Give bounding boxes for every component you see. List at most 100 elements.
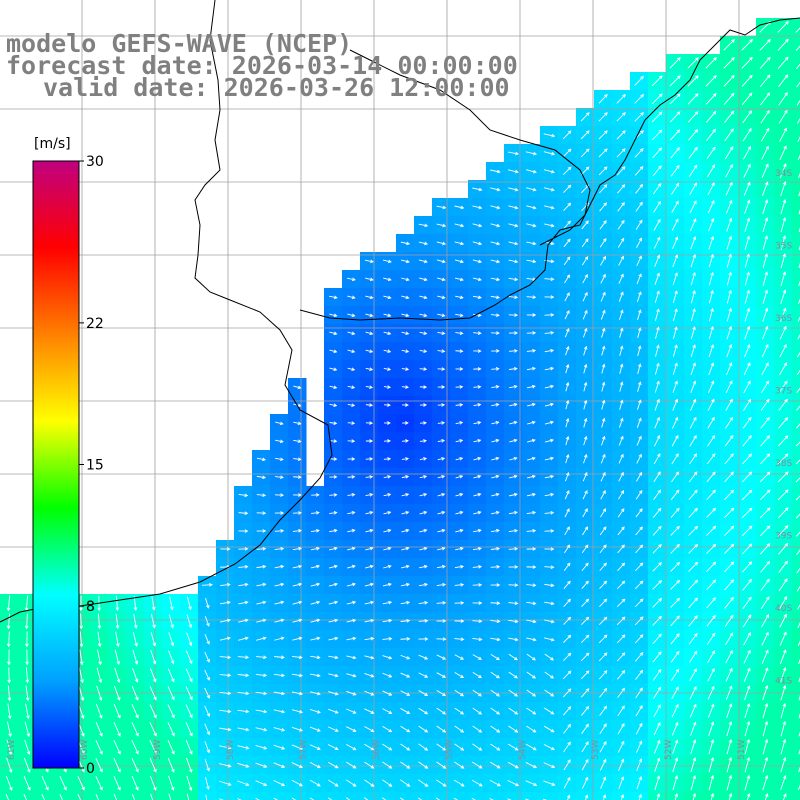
wind-arrow-253 [618,291,624,302]
wind-arrow-131 [635,201,643,212]
wind-arrow-186 [364,259,374,264]
wind-arrow-52 [562,130,572,140]
wind-arrow-183 [762,235,768,250]
wind-arrow-192 [472,259,483,264]
wind-arrow-145 [490,223,501,228]
latitude-label: 37S [775,387,792,397]
wind-arrow-252 [600,291,606,302]
speed-cell [792,576,800,595]
wind-arrow-63 [760,127,770,142]
wind-arrow-202 [654,254,661,267]
wind-arrow-223 [564,274,570,284]
wind-arrow-23 [759,74,771,88]
wind-arrow-205 [708,253,714,268]
wind-arrow-231 [708,271,714,286]
wind-arrow-124 [508,205,519,210]
wind-arrow-71 [598,148,608,158]
wind-arrow-203 [672,254,679,268]
wind-arrow-89 [598,166,608,176]
wind-arrow-118 [780,181,787,197]
longitude-label: 58W [226,740,236,760]
wind-arrow-90 [616,166,626,176]
wind-arrow-59 [688,128,699,141]
wind-arrow-77 [706,146,716,159]
wind-arrow-3 [723,39,735,51]
wind-arrow-191 [454,259,464,264]
speed-cell [792,666,800,685]
speed-cell [270,792,289,800]
wind-arrow-65 [797,136,800,142]
speed-cell [792,342,800,361]
speed-cell [792,774,800,793]
wind-arrow-204 [690,254,696,268]
wind-arrow-143 [454,223,465,228]
wind-arrow-160 [762,217,769,232]
wind-arrow-69 [562,148,572,158]
speed-cell [162,792,181,800]
wind-arrow-133 [671,200,679,213]
wind-arrow-109 [617,184,626,194]
speed-cell [576,792,595,800]
speed-cell [540,792,559,800]
wind-arrow-88 [580,166,590,176]
wind-arrow-100 [798,172,800,179]
wind-arrow-189 [418,259,428,264]
wind-arrow-58 [670,129,681,141]
wind-arrow-165 [436,241,447,246]
speed-cell [792,144,800,163]
speed-cell [450,792,469,800]
wind-arrow-200 [618,255,624,266]
wind-arrow-46 [724,110,735,123]
speed-cell [144,792,163,800]
wind-arrow-218 [472,277,482,282]
wind-arrow-123 [490,205,501,210]
speed-cell [594,792,613,800]
wind-arrows [5,20,800,800]
wind-arrow-199 [600,255,606,266]
wind-arrow-87 [562,166,572,176]
wind-arrow-173 [581,238,589,248]
speed-cell [792,612,800,631]
wind-arrow-156 [689,218,697,232]
wind-arrow-105 [543,187,555,192]
wind-arrow-36 [778,92,788,106]
wind-arrow-258 [708,289,714,304]
wind-arrow-207 [744,253,750,268]
wind-arrow-149 [563,220,571,230]
speed-cell [108,792,127,800]
speed-cell [792,378,800,397]
wind-arrow-91 [634,165,644,176]
wind-arrow-247 [508,295,519,300]
wind-arrow-81 [779,145,787,161]
wind-arrow-33 [723,92,735,105]
wind-arrow-130 [617,201,625,212]
wind-arrow-139 [780,199,787,215]
longitude-label: 60W [80,740,90,760]
wind-arrow-251 [582,291,588,302]
wind-arrow-112 [671,182,680,195]
speed-cell [522,792,541,800]
speed-cell [792,702,800,721]
speed-cell [792,324,800,343]
wind-arrow-228 [654,272,660,285]
wind-arrow-12 [741,56,753,69]
wind-arrow-28 [634,93,644,104]
wind-arrow-175 [617,237,625,248]
wind-arrow-206 [726,253,732,268]
speed-cell [792,360,800,379]
speed-cell [774,792,793,800]
wind-arrow-135 [707,200,715,214]
wind-arrow-21 [723,74,735,87]
speed-cell [216,792,235,800]
wind-arrow-138 [762,199,769,214]
wind-arrow-142 [436,223,447,228]
wind-arrow-67 [525,151,538,156]
wind-arrow-104 [526,187,537,192]
wind-arrow-101 [472,187,483,192]
wind-arrow-158 [726,217,733,232]
wind-arrow-181 [726,235,733,250]
wind-arrow-146 [508,223,519,228]
